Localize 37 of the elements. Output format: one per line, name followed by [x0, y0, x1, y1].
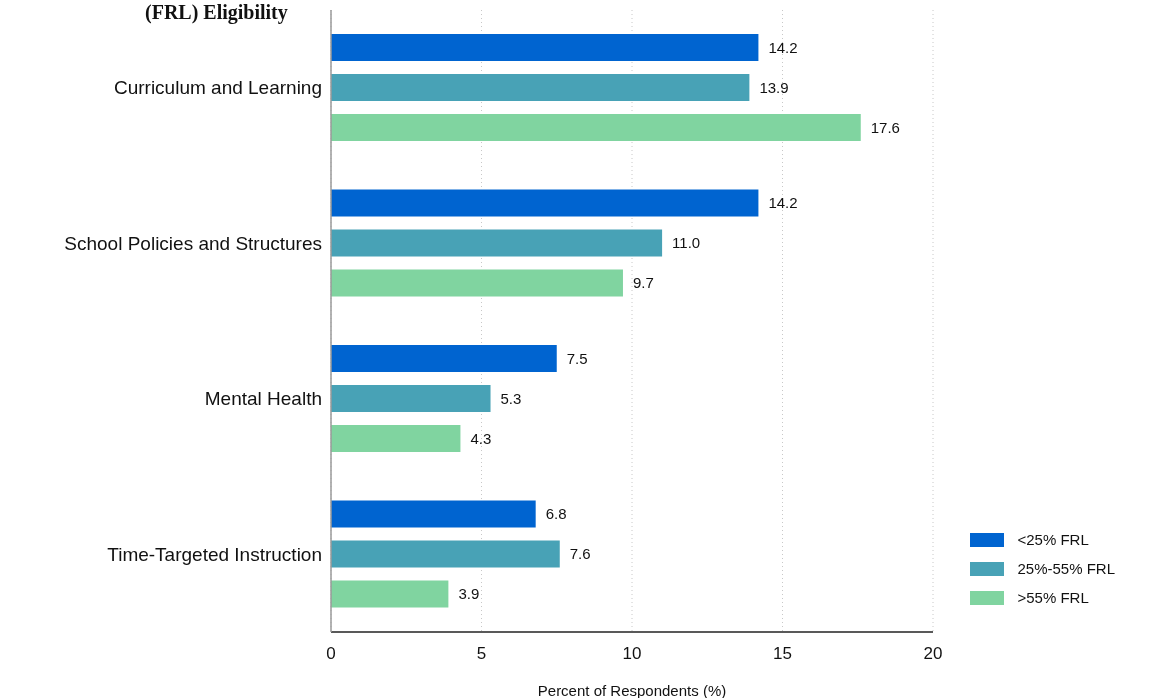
bar	[331, 540, 560, 568]
data-label: 3.9	[458, 585, 480, 603]
data-label: 5.3	[500, 389, 522, 407]
y-tick-label: School Policies and Structures	[64, 232, 322, 254]
data-label: 6.8	[545, 505, 567, 523]
y-tick-label: Curriculum and Learning	[113, 77, 322, 99]
x-tick-label: 10	[622, 644, 642, 664]
data-label: 11.0	[672, 234, 701, 252]
bar	[331, 580, 449, 608]
legend-label: <25% FRL	[1017, 531, 1089, 548]
chart-title: (FRL) Eligibility	[145, 0, 288, 24]
bar	[331, 385, 491, 412]
data-label: 7.5	[566, 349, 588, 367]
data-label: 9.7	[632, 274, 654, 292]
bar	[331, 269, 623, 297]
data-label: 4.3	[470, 429, 492, 447]
data-label: 14.2	[768, 194, 798, 212]
legend-label: 25%-55% FRL	[1017, 560, 1115, 577]
x-tick-label: 0	[326, 644, 336, 664]
bar	[331, 74, 750, 101]
data-label: 17.6	[870, 118, 900, 136]
data-label: 13.9	[759, 78, 789, 96]
bar	[331, 189, 759, 217]
x-tick-label: 5	[476, 644, 487, 664]
bar	[331, 34, 759, 61]
bar	[331, 500, 536, 528]
y-tick-label: Time-Targeted Instruction	[107, 543, 322, 565]
data-label: 7.6	[569, 545, 591, 563]
x-tick-label: 15	[773, 644, 792, 664]
bar	[331, 345, 557, 372]
legend-label: >55% FRL	[1017, 589, 1089, 606]
data-label: 14.2	[768, 38, 798, 56]
x-tick-label: 20	[923, 644, 943, 664]
bar	[331, 229, 663, 257]
bar	[331, 114, 861, 141]
y-tick-label: Mental Health	[204, 388, 322, 410]
bar	[331, 425, 461, 452]
